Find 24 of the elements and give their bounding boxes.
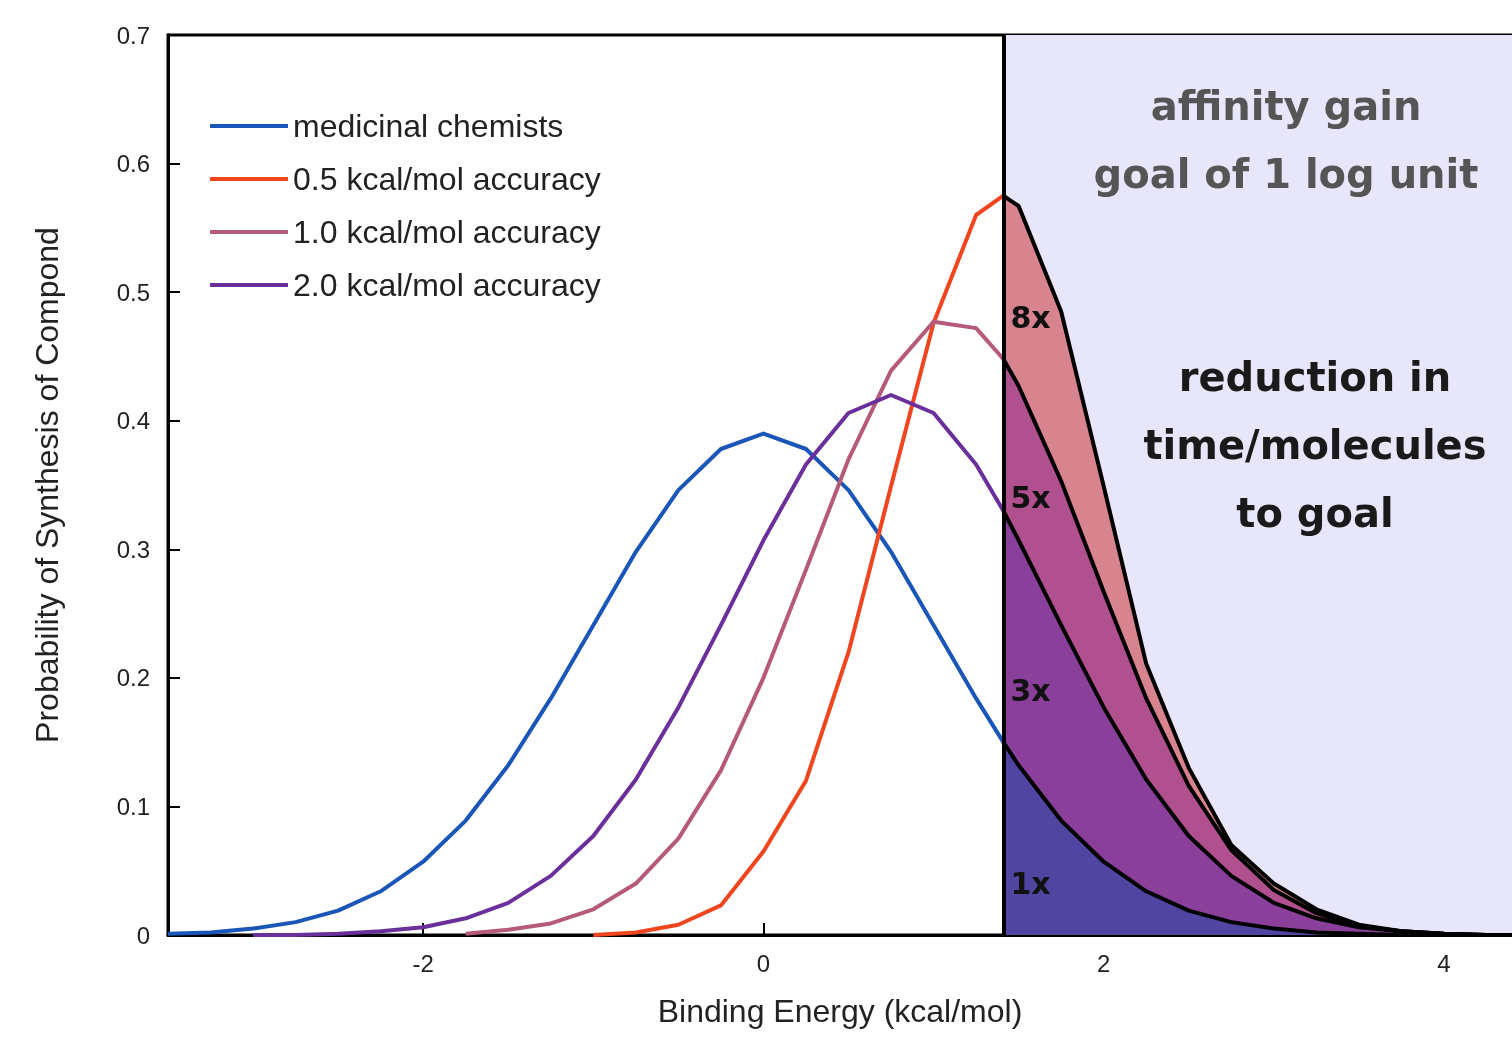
annotation: affinity gain goal of 1 log unit [1093, 83, 1479, 197]
legend-label: 2.0 kcal/mol accuracy [293, 267, 601, 303]
y-tick-label: 0.4 [116, 407, 150, 435]
x-tick-label: 4 [1437, 949, 1451, 977]
annotation: 8x [1010, 300, 1051, 336]
x-tick-label: 2 [1097, 949, 1111, 977]
y-tick-label: 0 [136, 921, 150, 949]
y-tick-label: 0.3 [116, 535, 150, 563]
annotation: 3x [1010, 673, 1051, 709]
y-tick-label: 0.2 [116, 664, 150, 692]
y-tick-label: 0.6 [116, 150, 150, 178]
y-tick-label: 0.1 [116, 792, 150, 820]
annotation: reduction in time/molecules to goal [1143, 354, 1487, 536]
x-tick-label: -2 [412, 949, 434, 977]
legend-label: medicinal chemists [293, 108, 564, 144]
x-axis-title: Binding Energy (kcal/mol) [657, 993, 1023, 1029]
y-axis-title: Probability of Synthesis of Compond [29, 227, 65, 743]
y-tick-label: 0.5 [116, 278, 150, 306]
y-tick-label: 0.7 [116, 21, 150, 49]
x-tick-label: 0 [756, 949, 771, 977]
annotation: 1x [1010, 866, 1051, 902]
legend-label: 1.0 kcal/mol accuracy [293, 214, 601, 250]
legend-label: 0.5 kcal/mol accuracy [293, 161, 601, 197]
annotation: 5x [1010, 480, 1051, 516]
